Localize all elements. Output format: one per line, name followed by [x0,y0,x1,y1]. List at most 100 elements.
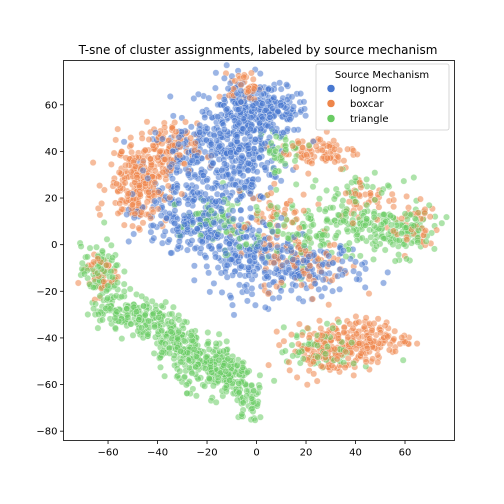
data-point-lognorm [259,194,267,202]
data-point-boxcar [143,118,151,126]
data-point-triangle [182,381,190,389]
data-point-triangle [151,323,159,331]
data-point-boxcar [390,203,397,211]
data-point-boxcar [299,144,306,152]
data-point-triangle [342,210,349,218]
data-point-triangle [332,232,340,239]
data-point-lognorm [123,211,131,218]
data-point-triangle [410,222,418,230]
data-point-boxcar [116,199,124,207]
data-point-triangle [352,198,359,206]
data-point-triangle [89,283,97,291]
data-point-triangle [399,356,407,364]
data-point-triangle [362,221,369,229]
data-point-lognorm [235,146,243,154]
data-point-triangle [329,204,337,212]
data-point-triangle [103,235,111,243]
data-point-boxcar [181,160,188,168]
data-point-lognorm [261,164,269,171]
data-point-lognorm [190,95,198,102]
data-point-lognorm [218,183,226,191]
data-point-boxcar [337,165,345,173]
data-point-lognorm [190,262,198,270]
data-point-triangle [215,330,223,338]
data-point-triangle [315,205,323,213]
data-point-lognorm [277,85,285,93]
data-point-lognorm [147,228,155,236]
data-point-boxcar [365,290,373,297]
data-point-triangle [192,392,200,400]
legend-marker-lognorm [326,84,336,93]
x-tick-label: −40 [147,448,168,459]
data-point-boxcar [191,139,199,147]
data-point-triangle [223,337,231,345]
data-point-lognorm [230,311,238,319]
data-point-lognorm [235,184,243,192]
data-point-lognorm [217,207,225,215]
data-point-triangle [157,363,164,371]
data-point-triangle [380,234,388,242]
data-point-boxcar [110,149,118,157]
data-point-boxcar [374,358,382,366]
data-point-triangle [95,310,102,318]
data-point-lognorm [269,294,277,302]
data-point-boxcar [149,141,157,149]
x-tick-label: 0 [253,448,259,459]
data-point-boxcar [340,329,348,336]
data-point-triangle [204,339,212,347]
data-point-lognorm [329,287,336,295]
data-point-boxcar [398,215,405,223]
data-point-triangle [248,405,256,412]
data-point-boxcar [138,134,146,142]
data-point-lognorm [193,225,201,233]
data-point-lognorm [184,200,192,208]
data-point-boxcar [288,218,296,226]
data-point-lognorm [353,275,361,283]
data-point-boxcar [141,146,149,154]
data-point-triangle [422,237,430,245]
data-point-lognorm [202,220,209,228]
data-point-boxcar [384,333,392,341]
data-point-lognorm [205,242,213,250]
data-point-lognorm [207,152,215,160]
data-point-triangle [415,226,422,234]
data-point-lognorm [199,108,206,116]
data-point-boxcar [131,210,139,217]
data-point-triangle [201,365,209,372]
data-point-triangle [350,360,358,367]
data-point-triangle [295,348,303,356]
data-point-triangle [285,234,292,242]
data-point-boxcar [249,75,257,83]
data-point-boxcar [172,128,180,136]
data-point-boxcar [176,151,184,159]
data-point-boxcar [113,180,120,188]
data-point-boxcar [341,364,349,371]
data-point-lognorm [183,246,191,254]
y-tick-label: 20 [45,194,58,205]
data-point-boxcar [151,167,159,175]
data-point-boxcar [357,349,365,357]
data-point-boxcar [89,159,97,167]
data-point-boxcar [265,361,272,369]
data-point-triangle [90,305,98,312]
data-point-lognorm [250,268,257,276]
data-point-lognorm [216,142,224,150]
data-point-lognorm [259,218,267,226]
data-point-lognorm [287,243,295,251]
data-point-lognorm [300,98,308,106]
data-point-triangle [77,242,85,250]
data-point-boxcar [286,366,294,374]
data-point-lognorm [166,93,174,100]
data-point-triangle [292,180,300,188]
data-point-triangle [322,350,329,358]
data-point-triangle [204,329,212,336]
data-point-boxcar [342,348,349,356]
data-point-lognorm [237,215,245,223]
data-point-triangle [367,233,375,241]
data-point-boxcar [275,341,283,349]
data-point-boxcar [314,255,322,263]
data-point-lognorm [318,292,325,300]
data-point-triangle [212,340,220,347]
data-point-lognorm [205,234,213,242]
data-point-triangle [106,305,114,313]
